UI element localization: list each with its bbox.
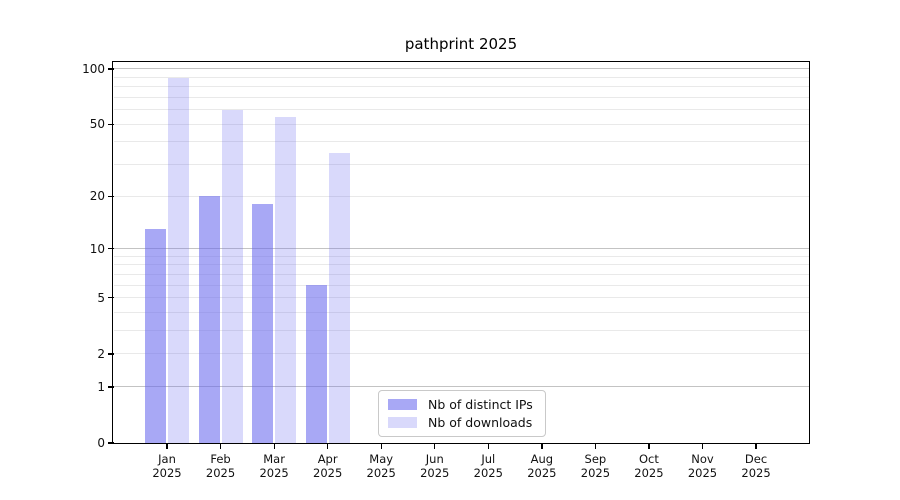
gridline-minor bbox=[113, 330, 809, 332]
gridline-minor bbox=[113, 86, 809, 88]
gridline-minor bbox=[113, 312, 809, 314]
bar-downloads-feb bbox=[221, 109, 243, 443]
x-axis-tick bbox=[327, 444, 329, 449]
x-tick-label-month: Jun bbox=[425, 452, 444, 466]
legend-label-distinct-ips: Nb of distinct IPs bbox=[428, 397, 533, 412]
x-axis-tick bbox=[273, 444, 275, 449]
x-tick-label-year: 2025 bbox=[205, 466, 236, 480]
x-tick-label-month: Dec bbox=[744, 452, 768, 466]
y-axis-tick bbox=[107, 353, 114, 355]
legend-item-downloads: Nb of downloads bbox=[388, 415, 545, 430]
y-axis-tick bbox=[107, 297, 114, 299]
gridline-minor bbox=[113, 353, 809, 355]
x-axis-tick bbox=[434, 444, 436, 449]
y-tick-label: 5 bbox=[97, 290, 105, 305]
x-axis-tick bbox=[755, 444, 757, 449]
y-axis-tick bbox=[107, 195, 114, 197]
bar-downloads-apr bbox=[328, 152, 350, 443]
x-tick-label-year: 2025 bbox=[473, 466, 503, 480]
x-axis-tick bbox=[701, 444, 704, 449]
x-tick-label-year: 2025 bbox=[741, 466, 771, 480]
chart-title: pathprint 2025 bbox=[404, 35, 518, 53]
legend-swatch-distinct-ips-icon bbox=[388, 399, 417, 410]
gridline-minor bbox=[113, 96, 809, 98]
y-axis-tick bbox=[107, 442, 114, 444]
x-tick-label-year: 2025 bbox=[259, 466, 289, 480]
gridline-major bbox=[113, 248, 809, 250]
gridline-minor bbox=[113, 264, 809, 266]
y-tick-label: 20 bbox=[89, 189, 105, 204]
gridline-minor bbox=[113, 76, 809, 78]
legend-label-downloads: Nb of downloads bbox=[428, 415, 533, 430]
y-tick-label: 10 bbox=[89, 241, 105, 256]
bar-distinct-ips-jan bbox=[145, 229, 166, 443]
x-tick-label-year: 2025 bbox=[366, 466, 396, 480]
y-tick-label: 50 bbox=[89, 117, 105, 132]
gridline-major bbox=[113, 68, 809, 70]
gridline-minor bbox=[113, 297, 809, 299]
y-tick-label: 1 bbox=[97, 379, 105, 394]
y-axis-tick bbox=[107, 386, 114, 388]
y-tick-label: 2 bbox=[97, 346, 105, 361]
x-tick-label-month: Aug bbox=[530, 452, 554, 466]
gridline-minor bbox=[113, 141, 809, 143]
x-axis-tick bbox=[166, 444, 168, 449]
x-axis-tick bbox=[541, 444, 543, 449]
gridline-minor bbox=[113, 255, 809, 257]
x-tick-label-month: Oct bbox=[638, 452, 659, 466]
x-axis-tick bbox=[487, 444, 489, 449]
bar-distinct-ips-mar bbox=[252, 204, 274, 443]
x-tick-label-month: May bbox=[369, 452, 394, 466]
gridline-minor bbox=[113, 195, 809, 197]
gridline-major bbox=[113, 386, 809, 388]
x-tick-label-month: Sep bbox=[584, 452, 607, 466]
gridline-minor bbox=[113, 123, 809, 125]
gridline-minor bbox=[113, 273, 809, 275]
y-tick-label: 100 bbox=[82, 61, 105, 76]
gridline-minor bbox=[113, 284, 809, 286]
bar-distinct-ips-feb bbox=[198, 196, 220, 443]
x-tick-label-month: Jan bbox=[158, 452, 176, 466]
x-tick-label-month: Apr bbox=[317, 452, 338, 466]
x-tick-label-year: 2025 bbox=[687, 466, 718, 480]
x-axis-tick bbox=[594, 444, 597, 449]
x-tick-label-year: 2025 bbox=[580, 466, 611, 480]
y-axis-tick bbox=[107, 123, 114, 125]
y-axis-tick bbox=[107, 68, 114, 70]
x-tick-label-month: Feb bbox=[210, 452, 231, 466]
gridline-minor bbox=[113, 109, 809, 111]
legend-item-distinct-ips: Nb of distinct IPs bbox=[388, 397, 545, 412]
x-axis-tick bbox=[648, 444, 650, 449]
x-tick-label-year: 2025 bbox=[634, 466, 664, 480]
x-axis-tick bbox=[219, 444, 222, 449]
x-tick-label-month: Mar bbox=[263, 452, 285, 466]
bar-downloads-jan bbox=[168, 78, 189, 443]
gridline-minor bbox=[113, 164, 809, 166]
legend-swatch-downloads-icon bbox=[388, 417, 417, 428]
x-tick-label-year: 2025 bbox=[527, 466, 557, 480]
x-tick-label-month: Nov bbox=[691, 452, 714, 466]
bar-downloads-mar bbox=[275, 116, 297, 443]
y-tick-label: 0 bbox=[97, 436, 105, 450]
legend: Nb of distinct IPs Nb of downloads bbox=[378, 390, 546, 437]
y-axis-tick bbox=[107, 248, 114, 250]
x-tick-label-year: 2025 bbox=[313, 466, 343, 480]
x-tick-label-year: 2025 bbox=[152, 466, 182, 480]
bar-distinct-ips-apr bbox=[305, 285, 327, 443]
x-tick-label-month: Jul bbox=[481, 452, 496, 466]
x-tick-label-year: 2025 bbox=[420, 466, 450, 480]
x-axis-tick bbox=[380, 444, 382, 449]
